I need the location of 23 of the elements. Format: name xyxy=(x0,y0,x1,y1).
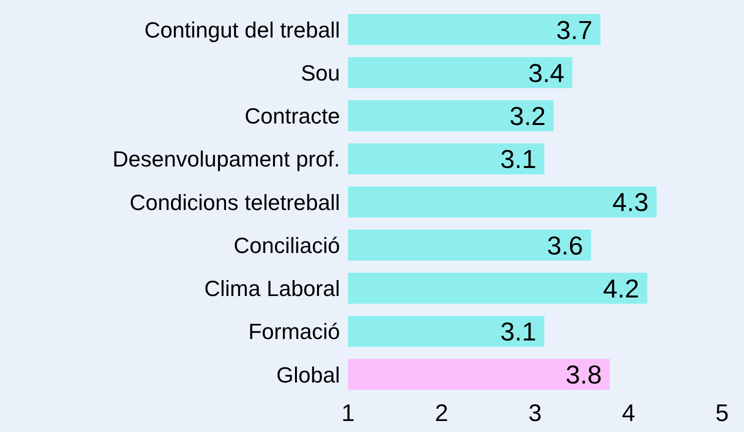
y-tick-label: Formació xyxy=(248,319,340,344)
data-label: 3.1 xyxy=(500,316,536,347)
data-label: 3.4 xyxy=(528,58,564,88)
x-tick-label: 2 xyxy=(434,400,448,428)
x-tick-label: 3 xyxy=(528,400,542,428)
data-label: 3.1 xyxy=(500,144,536,174)
y-tick-label: Condicions teletreball xyxy=(130,190,340,215)
data-label: 3.7 xyxy=(556,14,592,45)
data-label: 3.2 xyxy=(510,100,546,131)
x-tick-label: 5 xyxy=(715,400,729,428)
y-tick-label: Contingut del treball xyxy=(144,17,340,42)
data-label: 4.2 xyxy=(603,273,640,304)
y-tick-label: Contracte xyxy=(244,104,340,129)
data-label: 4.3 xyxy=(612,187,649,218)
x-tick-label: 1 xyxy=(341,400,355,428)
data-label: 3.8 xyxy=(566,360,602,390)
y-tick-label: Global xyxy=(276,362,340,388)
y-tick-label: Clima Laboral xyxy=(204,276,340,302)
y-tick-label: Sou xyxy=(300,60,340,86)
data-label: 3.6 xyxy=(546,230,584,260)
y-tick-label: Conciliació xyxy=(234,232,340,258)
x-tick-label: 4 xyxy=(622,400,636,428)
y-tick-label: Desenvolupament prof. xyxy=(112,146,340,172)
